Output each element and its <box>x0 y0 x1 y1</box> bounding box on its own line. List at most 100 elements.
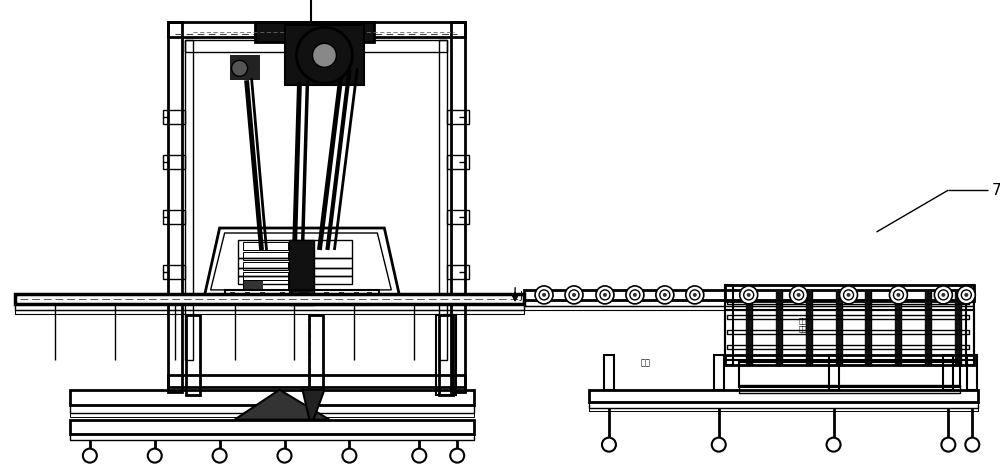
Bar <box>70 413 474 416</box>
Circle shape <box>957 286 975 304</box>
Bar <box>589 390 978 402</box>
Bar <box>447 155 469 169</box>
Bar <box>836 290 842 365</box>
Circle shape <box>148 449 162 463</box>
Bar <box>605 437 613 443</box>
Circle shape <box>747 293 751 297</box>
Text: 7: 7 <box>991 183 1000 198</box>
Circle shape <box>961 290 971 300</box>
Bar <box>15 304 524 310</box>
Circle shape <box>626 286 644 304</box>
Bar <box>70 434 474 440</box>
Bar <box>524 300 973 306</box>
Bar <box>955 290 961 365</box>
Circle shape <box>827 437 841 452</box>
Bar <box>439 315 453 395</box>
Bar <box>746 290 752 365</box>
Bar <box>727 315 969 319</box>
Bar <box>243 242 288 250</box>
Circle shape <box>690 290 700 300</box>
Circle shape <box>893 290 903 300</box>
Bar <box>714 355 724 390</box>
Circle shape <box>660 290 670 300</box>
Bar <box>163 155 185 169</box>
Bar <box>285 25 364 85</box>
Bar <box>163 210 185 224</box>
Bar <box>967 355 977 390</box>
Bar <box>285 25 364 85</box>
Circle shape <box>296 27 352 83</box>
Bar <box>739 362 960 387</box>
Circle shape <box>964 293 968 297</box>
Circle shape <box>342 449 356 463</box>
Circle shape <box>542 293 546 297</box>
Bar <box>289 240 314 305</box>
Bar <box>829 355 839 390</box>
Bar <box>955 290 961 365</box>
Bar <box>163 265 185 279</box>
Circle shape <box>450 449 464 463</box>
Circle shape <box>603 293 607 297</box>
Bar <box>415 450 423 454</box>
Circle shape <box>312 43 336 67</box>
Bar <box>447 210 469 224</box>
Bar <box>727 300 969 304</box>
Circle shape <box>938 290 948 300</box>
Circle shape <box>740 286 758 304</box>
Bar <box>895 290 901 365</box>
Bar <box>604 355 614 390</box>
Bar <box>238 258 352 268</box>
Circle shape <box>633 293 637 297</box>
Bar <box>230 55 260 80</box>
Circle shape <box>844 290 854 300</box>
Bar <box>163 110 185 124</box>
Circle shape <box>847 293 851 297</box>
Circle shape <box>278 449 291 463</box>
Bar <box>238 268 352 276</box>
Bar <box>447 110 469 124</box>
Bar <box>281 450 288 454</box>
Bar <box>436 315 456 395</box>
Bar <box>216 450 224 454</box>
Circle shape <box>535 286 553 304</box>
Circle shape <box>83 449 97 463</box>
Circle shape <box>232 60 248 76</box>
Bar <box>255 22 374 42</box>
Bar <box>865 290 871 365</box>
Bar <box>806 290 812 365</box>
Bar <box>925 290 931 365</box>
Circle shape <box>565 286 583 304</box>
Bar <box>86 450 94 454</box>
Bar <box>309 292 314 297</box>
Circle shape <box>686 286 704 304</box>
Circle shape <box>569 290 579 300</box>
Bar <box>725 310 974 360</box>
Circle shape <box>596 286 614 304</box>
Bar <box>776 290 782 365</box>
Bar <box>524 290 973 300</box>
Circle shape <box>941 437 955 452</box>
Bar <box>70 420 474 434</box>
Bar <box>739 385 960 393</box>
Bar <box>280 292 285 297</box>
Bar <box>185 40 193 360</box>
Bar <box>354 292 359 297</box>
Bar <box>451 22 465 392</box>
Text: J: J <box>519 291 522 301</box>
Circle shape <box>656 286 674 304</box>
Polygon shape <box>235 390 329 420</box>
Bar <box>255 22 374 42</box>
Circle shape <box>213 449 227 463</box>
Bar <box>345 450 353 454</box>
Bar <box>830 437 838 443</box>
Bar <box>589 402 978 408</box>
Bar <box>235 300 369 305</box>
Bar <box>943 355 953 390</box>
Bar <box>70 405 474 413</box>
Bar <box>243 272 288 280</box>
Bar <box>715 437 723 443</box>
Circle shape <box>790 286 808 304</box>
Bar <box>453 450 461 454</box>
Bar <box>243 252 288 260</box>
Circle shape <box>941 293 945 297</box>
